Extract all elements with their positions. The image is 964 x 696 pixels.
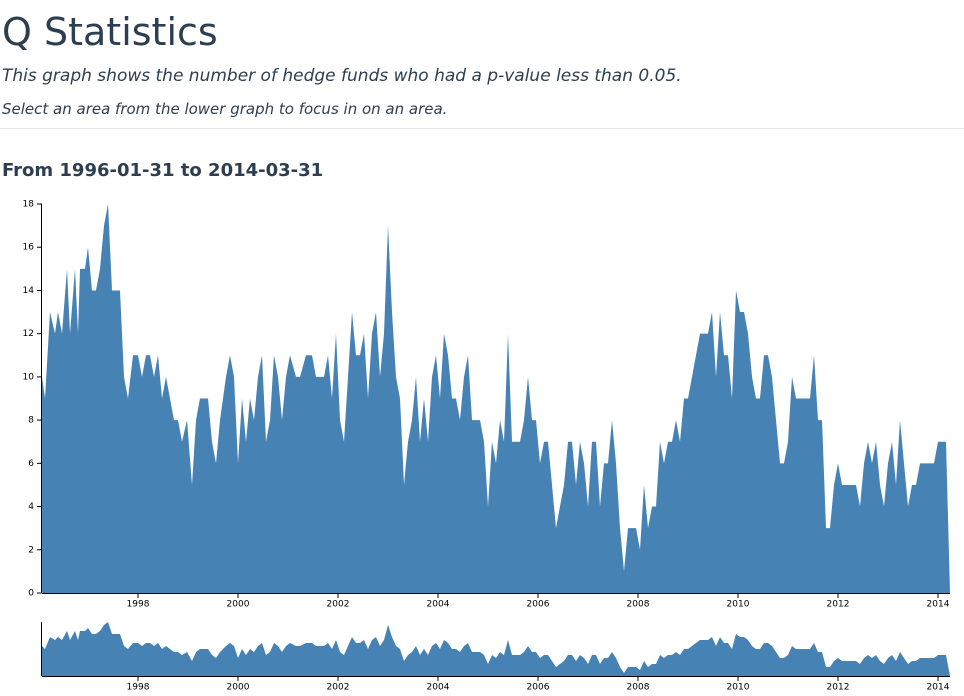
y-tick-label: 12 — [23, 329, 34, 339]
x-tick-label: 1998 — [127, 683, 150, 693]
x-tick-label: 2004 — [427, 683, 450, 693]
y-tick-label: 18 — [23, 200, 35, 210]
x-tick-label: 2006 — [527, 683, 550, 693]
x-tick-label: 2002 — [327, 683, 350, 693]
y-tick-label: 2 — [28, 545, 34, 555]
x-tick-label: 2008 — [627, 683, 650, 693]
chart-title: From 1996-01-31 to 2014-03-31 — [2, 160, 324, 181]
x-tick-label: 2012 — [827, 683, 850, 693]
y-tick-label: 0 — [28, 589, 34, 599]
subtitle: This graph shows the number of hedge fun… — [2, 66, 682, 86]
x-tick-label: 1998 — [127, 600, 150, 610]
x-tick-label: 2000 — [227, 683, 250, 693]
x-tick-label: 2010 — [727, 600, 750, 610]
x-tick-label: 2010 — [727, 683, 750, 693]
area[interactable] — [42, 622, 950, 676]
x-tick-label: 2004 — [427, 600, 450, 610]
x-tick-label: 2002 — [327, 600, 350, 610]
y-tick-label: 16 — [23, 243, 35, 253]
y-tick-label: 14 — [23, 286, 35, 296]
page-title: Q Statistics — [2, 10, 218, 54]
x-tick-label: 2008 — [627, 600, 650, 610]
x-tick-label: 2012 — [827, 600, 850, 610]
x-tick-label: 2000 — [227, 600, 250, 610]
area — [42, 204, 950, 593]
x-tick-label: 2014 — [927, 600, 950, 610]
x-tick-label: 2006 — [527, 600, 550, 610]
divider — [0, 128, 964, 129]
y-tick-label: 4 — [28, 502, 34, 512]
y-tick-label: 10 — [23, 372, 35, 382]
y-tick-label: 6 — [28, 459, 34, 469]
x-tick-label: 2014 — [927, 683, 950, 693]
instruction: Select an area from the lower graph to f… — [2, 100, 448, 118]
y-tick-label: 8 — [28, 416, 34, 426]
